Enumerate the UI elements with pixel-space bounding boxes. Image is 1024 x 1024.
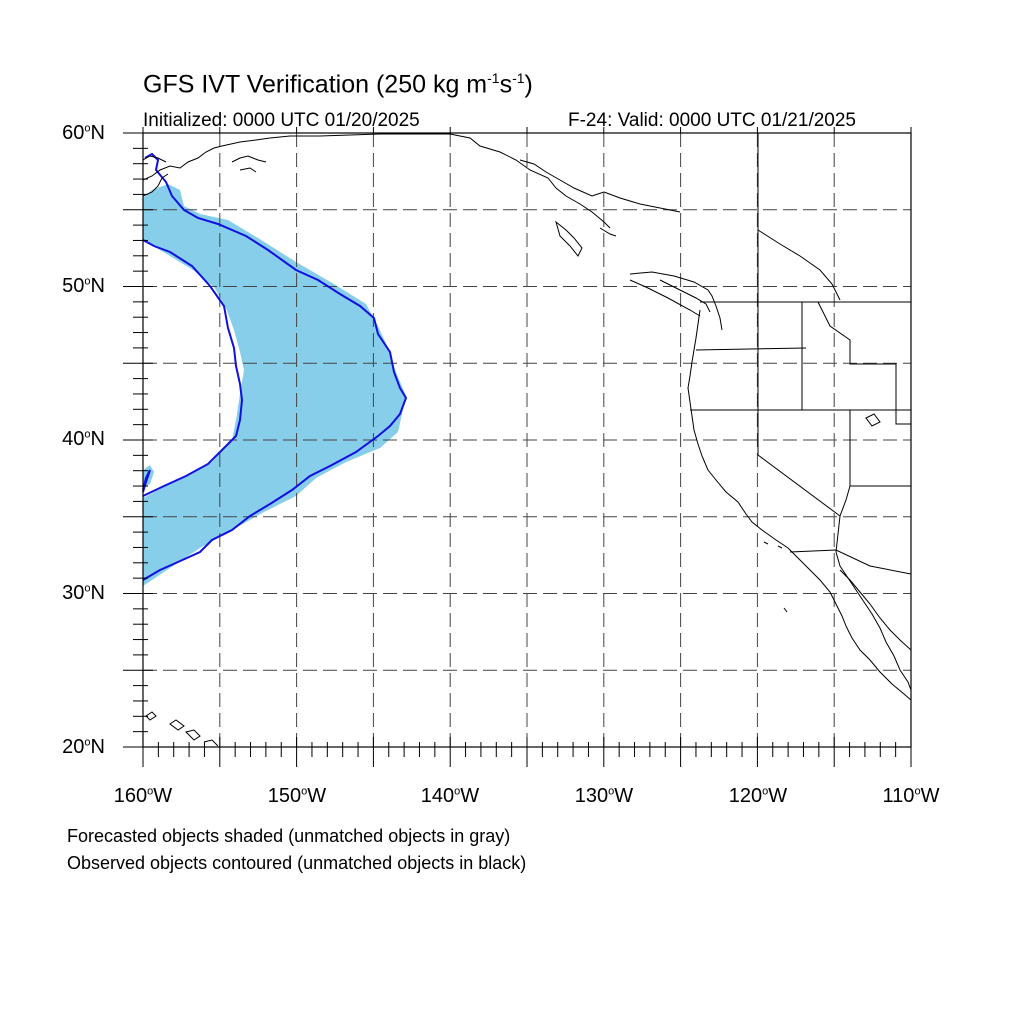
map-title: GFS IVT Verification (250 kg m-1s-1)	[143, 70, 533, 99]
graticule	[143, 133, 911, 747]
lat-label-60n: 60oN	[62, 122, 105, 144]
lon-label-140w: 140oW	[420, 785, 480, 807]
lat-label-40n: 40oN	[62, 428, 105, 450]
observed-object-contour-inner	[142, 239, 244, 497]
state-boundaries	[690, 133, 911, 575]
axis-ticks	[123, 127, 912, 767]
forecast-object-shading	[143, 184, 406, 586]
coastline	[143, 133, 911, 747]
lon-label-160w: 160oW	[113, 785, 173, 807]
observed-object-contour-small	[142, 469, 151, 493]
lat-label-50n: 50oN	[62, 275, 105, 297]
lat-label-20n: 20oN	[62, 736, 105, 758]
observed-note: Observed objects contoured (unmatched ob…	[67, 853, 527, 873]
valid-time: F-24: Valid: 0000 UTC 01/21/2025	[568, 110, 856, 131]
initialized-time: Initialized: 0000 UTC 01/20/2025	[143, 110, 420, 131]
lat-label-30n: 30oN	[62, 582, 105, 604]
lon-label-150w: 150oW	[267, 785, 327, 807]
lon-label-130w: 130oW	[574, 785, 634, 807]
forecast-note: Forecasted objects shaded (unmatched obj…	[67, 826, 511, 846]
observed-object-contour	[142, 152, 408, 581]
lon-label-120w: 120oW	[728, 785, 788, 807]
lon-label-110w: 110oW	[882, 785, 940, 807]
